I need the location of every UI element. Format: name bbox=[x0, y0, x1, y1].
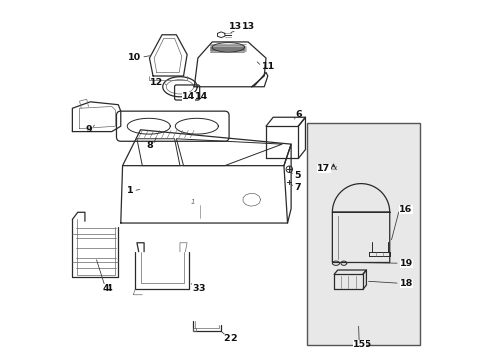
Text: 14: 14 bbox=[195, 92, 208, 101]
Text: 10: 10 bbox=[128, 53, 141, 62]
Text: 2: 2 bbox=[223, 334, 230, 343]
Text: 4: 4 bbox=[102, 284, 109, 293]
Text: 7: 7 bbox=[293, 183, 300, 192]
Text: 4: 4 bbox=[105, 284, 112, 293]
Text: 6: 6 bbox=[295, 110, 302, 119]
Bar bbox=[306, 123, 419, 345]
Text: 13: 13 bbox=[242, 22, 255, 31]
Text: 8: 8 bbox=[146, 141, 153, 150]
Text: 14: 14 bbox=[182, 92, 195, 101]
Text: 3: 3 bbox=[192, 284, 198, 293]
Text: 13: 13 bbox=[228, 22, 242, 31]
Text: 19: 19 bbox=[399, 259, 412, 268]
Text: 2: 2 bbox=[230, 334, 236, 343]
Text: 15: 15 bbox=[352, 341, 365, 350]
Text: 16: 16 bbox=[399, 205, 412, 214]
Text: 1: 1 bbox=[190, 198, 194, 204]
Text: 9: 9 bbox=[85, 125, 92, 134]
Text: 17: 17 bbox=[317, 164, 330, 173]
Text: 12: 12 bbox=[149, 78, 163, 87]
Text: 17: 17 bbox=[317, 164, 330, 173]
Text: 15: 15 bbox=[359, 341, 372, 350]
Text: 18: 18 bbox=[399, 279, 412, 288]
Text: 16: 16 bbox=[399, 205, 412, 214]
Text: 5: 5 bbox=[293, 171, 300, 180]
Text: 11: 11 bbox=[261, 62, 274, 71]
Text: 19: 19 bbox=[399, 259, 412, 268]
Text: 18: 18 bbox=[399, 279, 412, 288]
Text: 1: 1 bbox=[126, 186, 133, 195]
Text: 3: 3 bbox=[198, 284, 204, 293]
